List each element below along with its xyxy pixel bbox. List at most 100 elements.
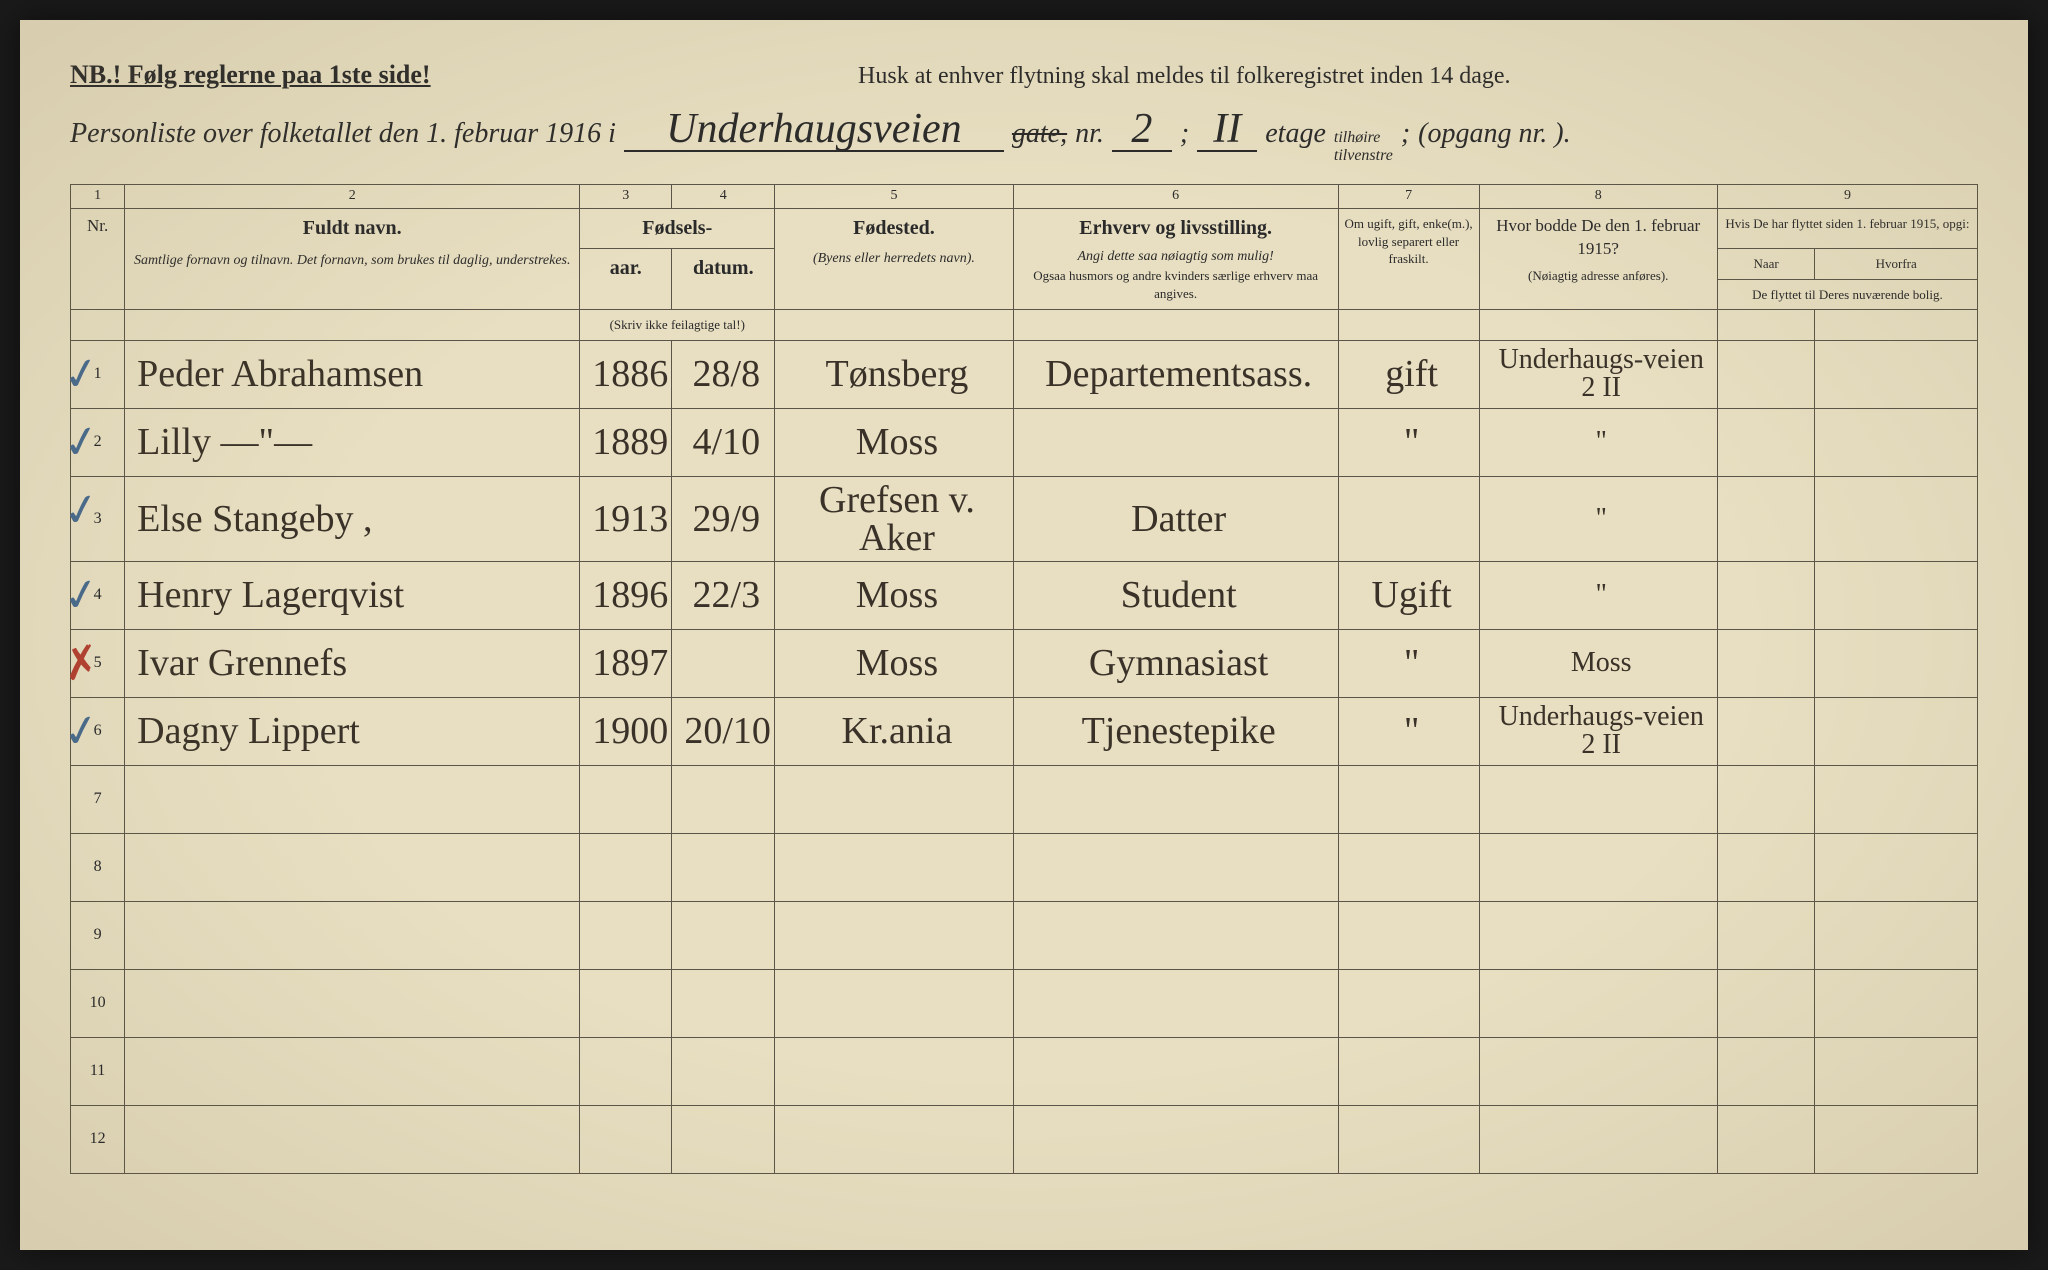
table-row-empty: 11 — [71, 1037, 1978, 1105]
colnum-1: 1 — [71, 185, 125, 209]
row-marital: Ugift — [1338, 561, 1479, 629]
row-naar — [1717, 629, 1815, 697]
row-occ — [1013, 408, 1338, 476]
nb-notice: NB.! Følg reglerne paa 1ste side! — [70, 60, 431, 90]
tilhoire-tilvenstre: tilhøire tilvenstre — [1334, 129, 1393, 164]
row-place: Kr.ania — [775, 697, 1013, 765]
colnum-3: 3 — [580, 185, 672, 209]
head-erhverv: Erhverv og livsstilling. Angi dette saa … — [1013, 209, 1338, 310]
row-marital: " — [1338, 697, 1479, 765]
head-fodsels: Fødsels- — [580, 209, 775, 249]
table-body: ✓1Peder Abrahamsen188628/8TønsbergDepart… — [71, 340, 1978, 1173]
row-place: Moss — [775, 561, 1013, 629]
row-date — [672, 629, 775, 697]
row-addr: Underhaugs-veien 2 II — [1479, 340, 1717, 408]
row-hvorfra — [1815, 408, 1978, 476]
row-occ: Departementsass. — [1013, 340, 1338, 408]
row-year: 1897 — [580, 629, 672, 697]
row-nr: 8 — [71, 833, 125, 901]
check-icon: ✓ — [59, 567, 104, 624]
row-hvorfra — [1815, 476, 1978, 561]
row-hvorfra — [1815, 561, 1978, 629]
row-occ: Student — [1013, 561, 1338, 629]
row-occ: Datter — [1013, 476, 1338, 561]
colnum-9: 9 — [1717, 185, 1977, 209]
nr-value: 2 — [1112, 108, 1172, 152]
head-addr1915: Hvor bodde De den 1. februar 1915? (Nøia… — [1479, 209, 1717, 310]
row-nr: 12 — [71, 1105, 125, 1173]
head-aar: aar. — [580, 249, 672, 310]
head-fodested: Fødested. (Byens eller herredets navn). — [775, 209, 1013, 310]
head-naar: Naar — [1717, 249, 1815, 280]
colnum-7: 7 — [1338, 185, 1479, 209]
check-icon: ✗ — [59, 635, 104, 692]
check-icon: ✓ — [59, 346, 104, 403]
row-naar — [1717, 476, 1815, 561]
table-head: 1 2 3 4 5 6 7 8 9 Nr. Fuldt navn. Samtli… — [71, 185, 1978, 341]
table-row-empty: 9 — [71, 901, 1978, 969]
table-row-empty: 7 — [71, 765, 1978, 833]
row-date: 29/9 — [672, 476, 775, 561]
row-place: Moss — [775, 629, 1013, 697]
row-year: 1889 — [580, 408, 672, 476]
head-moved-sub: De flyttet til Deres nuværende bolig. — [1717, 279, 1977, 310]
sep: ; — [1180, 118, 1189, 150]
head-name: Fuldt navn. Samtlige fornavn og tilnavn.… — [125, 209, 580, 310]
row-occ: Gymnasiast — [1013, 629, 1338, 697]
etage-label: etage — [1265, 118, 1326, 150]
nr-label: nr. — [1075, 118, 1104, 150]
row-nr: ✓6 — [71, 697, 125, 765]
row-name: Lilly —"— — [125, 408, 580, 476]
street-name: Underhaugsveien — [624, 108, 1004, 152]
row-name: Dagny Lippert — [125, 697, 580, 765]
table-row: ✗5Ivar Grennefs1897MossGymnasiast"Moss — [71, 629, 1978, 697]
row-nr: 7 — [71, 765, 125, 833]
table-row: ✓3Else Stangeby ,191329/9Grefsen v. Aker… — [71, 476, 1978, 561]
row-addr: " — [1479, 408, 1717, 476]
colnum-4: 4 — [672, 185, 775, 209]
header-row: NB.! Følg reglerne paa 1ste side! Husk a… — [70, 60, 1978, 90]
row-occ: Tjenestepike — [1013, 697, 1338, 765]
colnum-2: 2 — [125, 185, 580, 209]
head-moved: Hvis De har flyttet siden 1. februar 191… — [1717, 209, 1977, 249]
check-icon: ✓ — [59, 703, 104, 760]
row-naar — [1717, 408, 1815, 476]
head-aar-note: (Skriv ikke feilagtige tal!) — [580, 310, 775, 341]
census-form-page: NB.! Følg reglerne paa 1ste side! Husk a… — [20, 20, 2028, 1250]
row-nr: 9 — [71, 901, 125, 969]
check-icon: ✓ — [59, 482, 104, 539]
row-marital: " — [1338, 408, 1479, 476]
row-place: Tønsberg — [775, 340, 1013, 408]
row-place: Grefsen v. Aker — [775, 476, 1013, 561]
gate-label: gate, — [1012, 118, 1067, 150]
head-hvorfra: Hvorfra — [1815, 249, 1978, 280]
table-row-empty: 12 — [71, 1105, 1978, 1173]
head-marital: Om ugift, gift, enke(m.), lovlig separer… — [1338, 209, 1479, 310]
row-addr: " — [1479, 476, 1717, 561]
table-row-empty: 8 — [71, 833, 1978, 901]
row-marital: " — [1338, 629, 1479, 697]
row-hvorfra — [1815, 629, 1978, 697]
row-addr: " — [1479, 561, 1717, 629]
row-name: Peder Abrahamsen — [125, 340, 580, 408]
row-date: 20/10 — [672, 697, 775, 765]
row-marital: gift — [1338, 340, 1479, 408]
head-datum: datum. — [672, 249, 775, 310]
row-name: Henry Lagerqvist — [125, 561, 580, 629]
row-date: 4/10 — [672, 408, 775, 476]
row-naar — [1717, 697, 1815, 765]
row-name: Else Stangeby , — [125, 476, 580, 561]
opgang: (opgang nr. ). — [1418, 118, 1570, 150]
row-naar — [1717, 561, 1815, 629]
row-naar — [1717, 340, 1815, 408]
row-nr: ✗5 — [71, 629, 125, 697]
head-nr: Nr. — [71, 209, 125, 310]
row-hvorfra — [1815, 697, 1978, 765]
row-date: 22/3 — [672, 561, 775, 629]
row-year: 1900 — [580, 697, 672, 765]
table-row-empty: 10 — [71, 969, 1978, 1037]
title-row: Personliste over folketallet den 1. febr… — [70, 108, 1978, 164]
table-row: ✓1Peder Abrahamsen188628/8TønsbergDepart… — [71, 340, 1978, 408]
row-nr: ✓2 — [71, 408, 125, 476]
etage-value: II — [1197, 108, 1257, 152]
